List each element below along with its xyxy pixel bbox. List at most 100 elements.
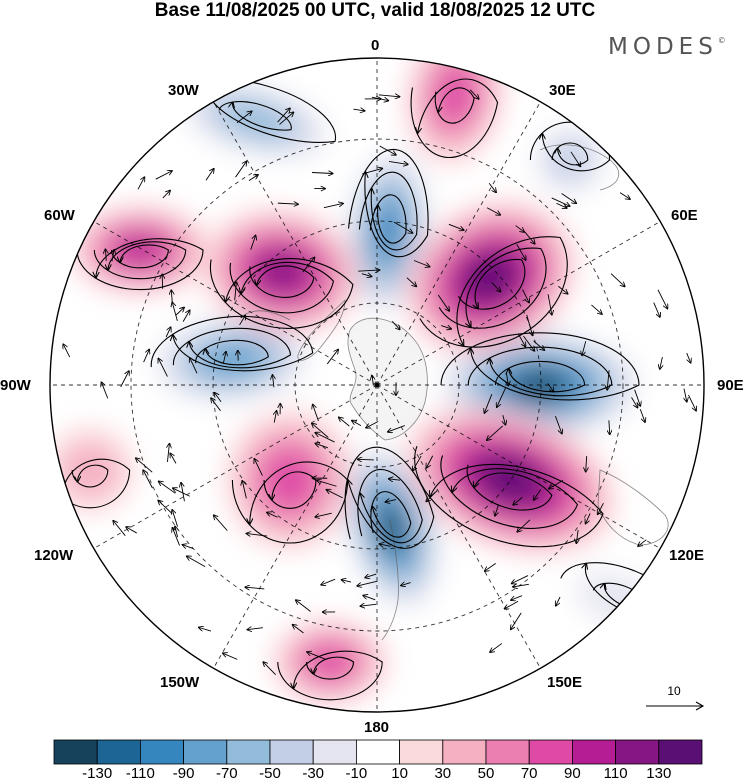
wind-arrow (523, 335, 535, 351)
wind-arrow (413, 455, 422, 471)
wind-arrow (248, 175, 258, 181)
wind-arrow (120, 371, 129, 388)
streamline (229, 261, 334, 314)
wind-arrow (235, 161, 247, 178)
graticule (50, 58, 704, 712)
streamline (440, 455, 579, 529)
wind-arrow (186, 556, 206, 568)
lon-label-150e: 150E (547, 674, 583, 691)
colorbar-label: 110 (603, 765, 628, 782)
streamline (111, 244, 169, 269)
wind-arrow (490, 643, 503, 652)
meridian-line (376, 384, 541, 669)
wind-arrow (413, 260, 430, 266)
wind-arrow (511, 575, 529, 584)
wind-arrow (235, 282, 237, 301)
wind-arrow (371, 96, 389, 101)
wind-arrow (484, 394, 493, 413)
wind-arrow (315, 512, 332, 517)
wind-arrow (165, 327, 171, 338)
wind-arrow (250, 235, 256, 250)
wind-arrow (639, 409, 645, 422)
wind-arrow (591, 304, 602, 314)
wind-arrow (321, 578, 336, 585)
wind-arrow (126, 527, 137, 534)
streamline (419, 236, 568, 348)
streamline (414, 445, 604, 548)
wind-arrow (597, 503, 604, 514)
streamline (195, 339, 269, 366)
streamline (93, 241, 187, 280)
wind-arrow (158, 500, 173, 514)
colorbar-swatch-0 (53, 739, 98, 765)
wind-arrow (388, 479, 401, 480)
brand-text: MODES (608, 34, 718, 60)
wind-arrow (619, 192, 630, 200)
streamline (457, 258, 526, 322)
wind-arrow (657, 289, 668, 309)
lon-label-30w: 30W (168, 82, 199, 99)
wind-arrow (556, 202, 567, 208)
wind-arrow (272, 375, 274, 388)
wind-arrow (143, 470, 153, 489)
streamline (364, 491, 412, 538)
streamline (440, 332, 640, 401)
wind-arrow (393, 221, 413, 233)
streamline (172, 327, 292, 369)
wind-arrow (181, 482, 185, 502)
wind-arrow (547, 294, 552, 315)
anomaly-australia-high (496, 470, 524, 490)
wind-arrow (162, 190, 170, 199)
wind-arrow (388, 425, 405, 432)
lon-label-60w: 60W (44, 207, 75, 224)
wind-arrow (609, 420, 610, 434)
colorbar-swatch-13 (615, 739, 660, 765)
streamline (344, 446, 435, 549)
colorbar-label: -110 (125, 765, 155, 782)
lon-label-60e: 60E (671, 207, 698, 224)
wind-arrow (391, 321, 400, 329)
wind-arrow (610, 273, 625, 287)
wind-arrow (172, 510, 178, 527)
wind-arrow (137, 177, 145, 190)
colorbar-label: 130 (646, 765, 672, 782)
wind-arrow (576, 529, 578, 544)
colorbar-swatch-8 (399, 739, 444, 765)
streamline (466, 464, 553, 511)
wind-arrow (246, 533, 268, 536)
wind-arrow (513, 584, 529, 587)
streamline (305, 656, 355, 680)
lon-label-150w: 150W (160, 674, 200, 691)
wind-arrow (361, 274, 372, 277)
wind-arrow (172, 302, 178, 321)
wind-arrow (517, 333, 525, 347)
meridian-line (376, 384, 661, 549)
wind-arrow (406, 277, 417, 287)
wind-arrow (247, 628, 263, 630)
colorbar-swatch-12 (572, 739, 617, 765)
colorbar-label: 30 (434, 765, 452, 782)
wind-arrow (112, 250, 114, 262)
lon-label-120w: 120W (34, 547, 74, 564)
wind-arrow (136, 458, 153, 473)
wind-arrow (487, 425, 504, 440)
wind-arrow (522, 289, 530, 303)
wind-arrow (277, 203, 298, 204)
wind-arrow (317, 480, 337, 487)
wind-arrow (426, 490, 438, 501)
wind-arrow (638, 539, 647, 547)
wind-arrow (378, 95, 400, 97)
wind-arrow (586, 456, 587, 472)
wind-arrow (279, 112, 294, 125)
lon-label-90e: 90E (717, 377, 744, 394)
wind-arrow (469, 89, 479, 99)
colorbar-swatch-1 (96, 739, 141, 765)
wind-arrow (363, 595, 376, 601)
anomaly-pacific-high (277, 466, 303, 494)
wind-arrow (441, 326, 451, 329)
streamline (231, 461, 349, 544)
wind-arrow (105, 249, 106, 261)
wind-arrow (190, 358, 198, 374)
colorbar-swatch-11 (528, 739, 573, 765)
wind-arrow (506, 373, 508, 386)
